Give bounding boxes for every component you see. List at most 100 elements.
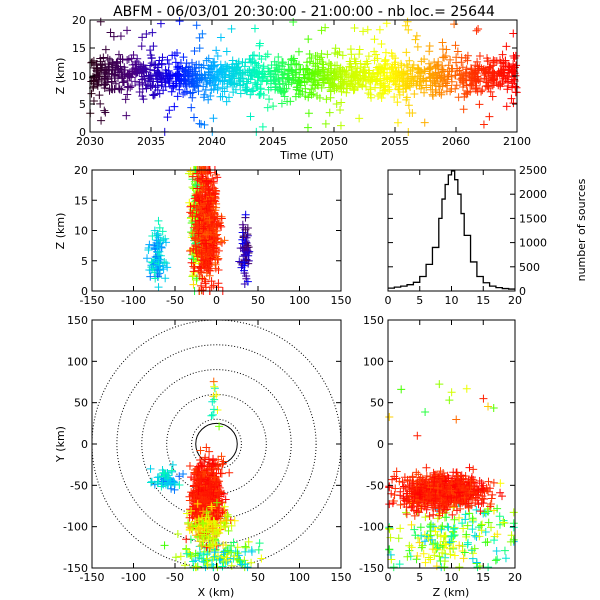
source-marker <box>426 81 435 90</box>
source-marker <box>499 65 508 74</box>
source-marker <box>200 523 209 532</box>
source-marker <box>337 98 346 107</box>
x-tick-label: 50 <box>251 571 265 584</box>
time-height-marks <box>86 17 521 136</box>
source-marker <box>393 74 402 83</box>
source-marker <box>448 510 457 519</box>
source-marker <box>362 69 371 78</box>
source-marker <box>286 97 295 106</box>
source-marker <box>428 71 437 80</box>
source-marker <box>212 75 221 84</box>
source-marker <box>463 521 472 530</box>
source-marker <box>208 410 217 419</box>
source-marker <box>120 78 129 87</box>
source-marker <box>241 547 250 556</box>
source-marker <box>163 113 172 122</box>
source-marker <box>408 65 417 74</box>
source-marker <box>288 66 297 75</box>
source-marker <box>247 547 256 556</box>
source-marker <box>198 518 207 527</box>
source-marker <box>199 550 208 559</box>
source-marker <box>252 80 261 89</box>
source-marker <box>205 266 214 275</box>
source-marker <box>426 493 435 502</box>
source-marker <box>146 272 155 281</box>
source-marker <box>509 508 518 517</box>
source-marker <box>402 502 411 511</box>
source-marker <box>430 523 439 532</box>
x-tick-label: 150 <box>331 571 352 584</box>
source-marker <box>393 118 402 127</box>
source-marker <box>265 95 274 104</box>
source-marker <box>505 66 514 75</box>
source-marker <box>291 59 300 68</box>
source-marker <box>468 525 477 534</box>
source-marker <box>452 493 461 502</box>
source-marker <box>162 238 171 247</box>
source-marker <box>100 74 109 83</box>
source-marker <box>109 60 118 69</box>
y-tick-label: 50 <box>370 397 384 410</box>
source-marker <box>201 480 210 489</box>
source-marker <box>389 563 398 572</box>
source-marker <box>243 247 252 256</box>
source-marker <box>356 62 365 71</box>
source-marker <box>89 56 98 65</box>
source-marker <box>419 549 428 558</box>
source-marker <box>403 476 412 485</box>
source-marker <box>430 477 439 486</box>
y-tick-label: 0 <box>81 438 88 451</box>
source-marker <box>152 75 161 84</box>
source-marker <box>289 17 298 26</box>
source-marker <box>235 257 244 266</box>
y-tick-label: 2000 <box>519 188 547 201</box>
source-marker <box>194 525 203 534</box>
source-marker <box>218 562 227 571</box>
source-marker <box>209 553 218 562</box>
source-marker <box>219 541 228 550</box>
source-marker <box>337 83 346 92</box>
x-tick-label: 0 <box>213 294 220 307</box>
source-marker <box>452 81 461 90</box>
x-tick-label: 2045 <box>259 135 287 148</box>
source-marker <box>463 538 472 547</box>
source-marker <box>200 497 209 506</box>
source-marker <box>243 231 252 240</box>
source-marker <box>93 80 102 89</box>
source-marker <box>305 74 314 83</box>
source-marker <box>458 498 467 507</box>
source-marker <box>447 72 456 81</box>
source-marker <box>408 487 417 496</box>
source-marker <box>387 555 396 564</box>
source-marker <box>336 67 345 76</box>
source-marker <box>437 90 446 99</box>
source-marker <box>227 541 236 550</box>
source-marker <box>222 516 231 525</box>
source-marker <box>256 89 265 98</box>
source-marker <box>502 102 511 111</box>
source-marker <box>219 489 228 498</box>
source-marker <box>457 497 466 506</box>
source-marker <box>122 111 131 120</box>
source-marker <box>214 508 223 517</box>
source-marker <box>158 53 167 62</box>
source-marker <box>359 27 368 36</box>
source-marker <box>194 468 203 477</box>
source-marker <box>149 42 158 51</box>
source-marker <box>385 524 394 533</box>
source-marker <box>475 51 484 60</box>
source-marker <box>317 26 326 35</box>
source-marker <box>147 478 156 487</box>
source-marker <box>187 218 196 227</box>
source-marker <box>379 68 388 77</box>
source-marker <box>206 247 215 256</box>
source-marker <box>367 75 376 84</box>
source-marker <box>395 560 404 569</box>
source-marker <box>291 68 300 77</box>
source-marker <box>213 83 222 92</box>
source-marker <box>179 89 188 98</box>
source-marker <box>182 549 191 558</box>
source-marker <box>200 120 209 129</box>
source-marker <box>164 60 173 69</box>
